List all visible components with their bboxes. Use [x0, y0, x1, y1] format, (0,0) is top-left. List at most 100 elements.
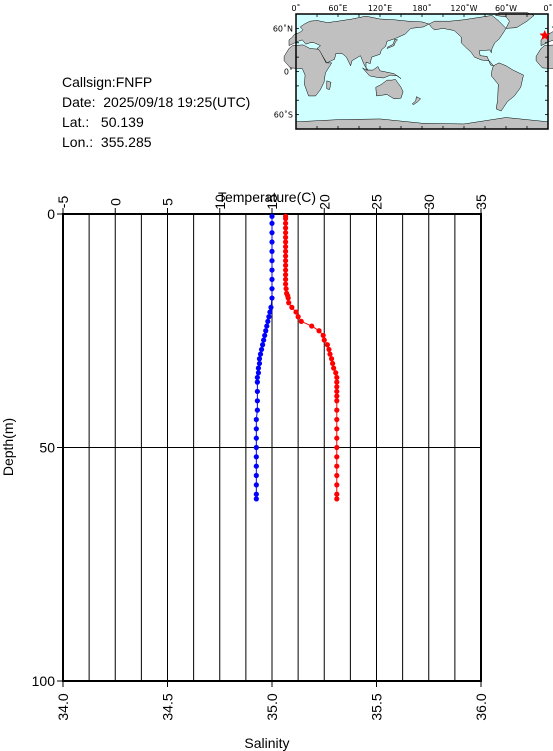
map-lon-label: 120˚W: [450, 3, 477, 13]
profile-plot: -5 0 5 10 15 20 25 30 35 34.0 34.5 35.0 35.5 36.0 05…: [0, 189, 489, 751]
lat-value: 50.139: [100, 114, 144, 130]
salinity-point: [269, 248, 275, 254]
temperature-point: [282, 258, 289, 264]
temperature-point: [334, 491, 340, 497]
temperature-point: [309, 323, 315, 329]
temperature-point: [326, 346, 332, 353]
salinity-point: [269, 230, 275, 236]
salinity-point: [263, 328, 269, 334]
map-frame: [295, 13, 549, 130]
salinity-tick-labels: 34.0 34.5 35.0 35.5 36.0: [55, 693, 489, 720]
temperature-point: [334, 407, 340, 413]
temperature-point: [321, 337, 327, 343]
temperature-point: [328, 356, 335, 362]
callsign-row: Callsign:FNFP: [62, 72, 250, 92]
landmass-greenland: [494, 12, 535, 29]
map-longitude-labels: 0˚ 60˚E 120˚E 180˚ 120˚W 60˚W 0˚: [291, 3, 552, 13]
salinity-point: [269, 286, 275, 292]
temperature-point: [334, 435, 340, 441]
temperature-point: [334, 398, 340, 404]
landmass-new-zealand: [411, 96, 422, 105]
salinity-point: [254, 379, 260, 385]
landmass-japan: [386, 38, 398, 49]
map-lon-label: 0˚: [543, 3, 552, 13]
temperature-tick-label: 15: [264, 194, 280, 210]
temperature-tick-label: 30: [421, 194, 437, 210]
salinity-point: [268, 304, 274, 310]
map-lon-label: 60˚E: [328, 3, 347, 13]
salinity-point: [264, 323, 270, 329]
map-lon-label: 180˚: [412, 3, 431, 13]
map-lon-label: 120˚E: [368, 3, 392, 13]
temperature-tick-label: 35: [473, 194, 489, 210]
temperature-point: [334, 426, 340, 432]
landmass-north-america: [428, 15, 507, 67]
salinity-point: [254, 407, 260, 413]
map-lat-label: 0˚: [284, 67, 293, 77]
temperature-point: [283, 286, 289, 292]
salinity-point: [257, 351, 264, 357]
salinity-point: [253, 416, 259, 423]
map-lat-label: 60˚S: [274, 110, 293, 120]
station-marker: [539, 29, 551, 41]
temperature-point: [334, 393, 340, 399]
temperature-point: [334, 388, 340, 395]
temperature-point: [334, 482, 340, 488]
temperature-point: [285, 295, 291, 301]
temperature-point: [334, 374, 340, 381]
temperature-point: [331, 365, 337, 371]
salinity-tick-label: 34.0: [55, 693, 71, 720]
temperature-point: [298, 318, 304, 325]
salinity-point: [253, 454, 259, 460]
salinity-point: [253, 444, 259, 451]
temperature-tick-label: -5: [55, 196, 71, 209]
temperature-series: [282, 213, 340, 502]
temperature-point: [282, 234, 289, 240]
salinity-point: [269, 267, 275, 273]
temperature-point: [334, 416, 340, 423]
salinity-point: [255, 370, 262, 376]
salinity-point: [254, 388, 260, 395]
salinity-point: [269, 239, 275, 245]
axis-ticks: [57, 208, 482, 687]
temperature-tick-label: 20: [316, 194, 332, 210]
temperature-point: [282, 220, 289, 226]
salinity-point: [269, 276, 275, 282]
lon-value: 355.285: [100, 134, 152, 150]
map-landmasses: [283, 12, 553, 130]
temperature-point: [334, 463, 340, 469]
temperature-point: [334, 384, 340, 390]
temperature-point: [293, 309, 299, 315]
temperature-point: [334, 444, 340, 451]
map-lat-label: 60˚N: [273, 23, 293, 33]
map-lon-label: 0˚: [291, 3, 300, 13]
landmass-africa-wrap: [535, 44, 553, 69]
lon-label: Lon.:: [62, 134, 94, 150]
salinity-point: [269, 258, 275, 264]
depth-tick-labels: 0 50 100: [32, 206, 56, 689]
salinity-series: [253, 213, 275, 502]
depth-tick-label: 50: [39, 440, 55, 456]
salinity-tick-label: 34.5: [160, 693, 176, 720]
temperature-tick-labels: -5 0 5 10 15 20 25 30 35: [55, 194, 489, 210]
data-series: [253, 213, 340, 502]
salinity-point: [269, 213, 275, 219]
salinity-point: [265, 318, 271, 325]
temperature-point: [282, 216, 289, 222]
salinity-tick-label: 36.0: [473, 693, 489, 720]
temperature-point: [324, 342, 330, 348]
salinity-point: [262, 332, 268, 339]
world-map-inset: 0˚ 60˚E 120˚E 180˚ 120˚W 60˚W 0˚ 60˚N 0˚ 60˚S: [273, 3, 553, 130]
temperature-point: [282, 239, 289, 245]
temperature-point: [295, 314, 301, 320]
temperature-point: [282, 281, 289, 287]
temperature-point: [330, 360, 336, 367]
salinity-point: [256, 360, 263, 367]
salinity-point: [255, 365, 262, 371]
lat-label: Lat.:: [62, 114, 90, 130]
salinity-point: [253, 482, 259, 488]
temperature-point: [282, 253, 289, 259]
temperature-point: [286, 300, 292, 306]
salinity-point: [253, 496, 259, 502]
